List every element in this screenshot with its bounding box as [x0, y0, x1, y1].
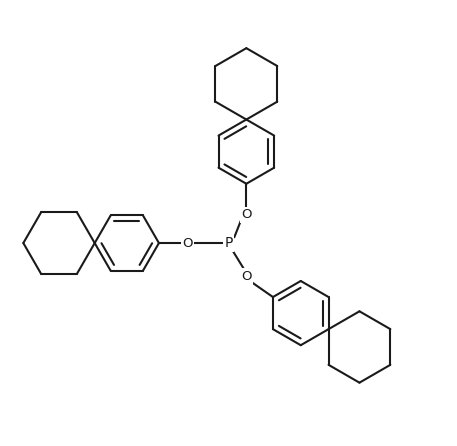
Text: P: P	[224, 236, 233, 250]
Text: O: O	[241, 270, 252, 283]
Text: O: O	[182, 236, 193, 250]
Text: O: O	[241, 208, 252, 222]
